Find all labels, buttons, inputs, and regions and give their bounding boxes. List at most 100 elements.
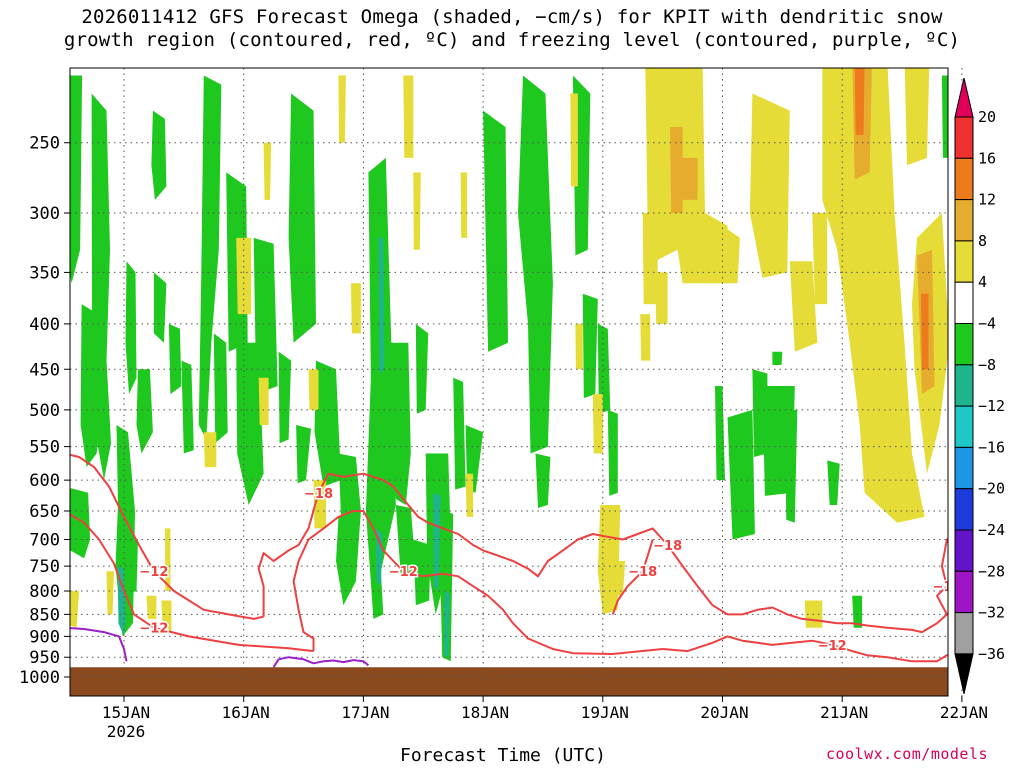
- omega-region-sink4-90: [882, 439, 893, 468]
- colorbar-label-0: 20: [978, 108, 996, 126]
- colorbar-label-12: −32: [978, 604, 1005, 622]
- y-tick-label-1000: 1000: [19, 668, 60, 688]
- omega-region-sink4-84: [749, 93, 790, 278]
- y-tick-label-950: 950: [29, 648, 60, 668]
- colorbar-label-4: 4: [978, 273, 987, 291]
- colorbar-swatch-8: [954, 405, 974, 448]
- grid-lines: [70, 68, 963, 696]
- omega-region-sink4-81: [645, 68, 666, 226]
- dgz-contour-label-7: −18: [628, 565, 657, 580]
- colorbar-swatch-4: [954, 240, 974, 283]
- colorbar-label-5: −4: [978, 315, 996, 333]
- omega-region-rise-4-1: [64, 319, 67, 361]
- colorbar-swatch-2: [954, 157, 974, 201]
- y-tick-label-700: 700: [29, 531, 60, 551]
- y-tick-label-400: 400: [29, 315, 60, 335]
- y-tick-label-500: 500: [29, 401, 60, 421]
- colorbar-top-triangle: [954, 77, 974, 118]
- omega-region-rise-4-20: [288, 93, 316, 343]
- y-tick-label-850: 850: [29, 605, 60, 625]
- dgz-contour-7: [611, 539, 654, 615]
- colorbar: 20 16 12 8 4 −4 −8 −12 −16 −20 −24 −28 −32 −36: [954, 77, 1005, 695]
- omega-region-rise-4-21: [296, 425, 311, 484]
- omega-region-rise-4-39: [518, 75, 553, 454]
- omega-region-sink4-59: [64, 261, 68, 304]
- colorbar-label-13: −36: [978, 645, 1005, 663]
- x-tick-sublabel-15JAN: 2026: [107, 722, 146, 741]
- omega-region-rise-4-11: [168, 323, 182, 395]
- y-tick-label-450: 450: [29, 360, 60, 380]
- omega-region-rise-8-35: [444, 591, 450, 658]
- x-tick-label-18JAN: 18JAN: [461, 703, 509, 722]
- omega-region-rise-4-18: [253, 237, 278, 395]
- omega-region-sink4-87: [822, 68, 925, 523]
- ground-fill: [70, 667, 948, 696]
- dgz-contour-4: [397, 492, 938, 634]
- omega-region-sink4-56: [106, 571, 114, 615]
- dgz-contour-6: [936, 538, 948, 625]
- omega-region-sink4-63: [258, 377, 269, 425]
- omega-region-sink4-86: [812, 213, 828, 305]
- omega-region-rise-4-40: [535, 453, 551, 508]
- colorbar-label-7: −12: [978, 397, 1005, 415]
- freezing-contour-1: [272, 656, 370, 668]
- colorbar-swatch-3: [954, 199, 974, 242]
- omega-region-rise-8-26: [378, 237, 385, 374]
- colorbar-label-11: −28: [978, 562, 1005, 580]
- colorbar-swatch-6: [954, 323, 974, 366]
- colorbar-swatch-1: [954, 116, 974, 159]
- colorbar-swatch-10: [954, 488, 974, 531]
- omega-region-rise-4-28: [390, 342, 411, 505]
- omega-region-sink4-83: [722, 225, 740, 284]
- omega-region-sink4-71: [460, 172, 468, 238]
- dgz-contour-0: [70, 453, 264, 620]
- omega-region-sink4-79: [640, 314, 651, 361]
- dgz-contour-label-0: −12: [139, 565, 168, 580]
- omega-region-sink4-55: [70, 591, 80, 628]
- omega-region-sink4-73: [570, 93, 578, 187]
- omega-region-rise-4-3: [70, 488, 91, 559]
- dgz-contour-label-4: −18: [653, 539, 682, 554]
- colorbar-swatch-5: [954, 281, 974, 325]
- colorbar-swatch-7: [954, 364, 974, 407]
- omega-region-sink4-75: [592, 394, 603, 454]
- omega-region-sink4-74: [575, 323, 583, 370]
- x-tick-label-22JAN: 22JAN: [940, 703, 988, 722]
- colorbar-swatch-11: [954, 529, 974, 572]
- dgz-contour-1: [70, 513, 314, 653]
- dgz-contour-label-3: −12: [389, 565, 418, 580]
- y-tick-label-250: 250: [29, 134, 60, 154]
- x-axis-label: Forecast Time (UTC): [400, 745, 606, 766]
- freezing-contour-0: [70, 627, 128, 662]
- omega-region-rise-4-19: [278, 351, 292, 444]
- omega-region-rise-4-52: [852, 595, 863, 628]
- x-tick-label-21JAN: 21JAN: [820, 703, 868, 722]
- omega-region-rise-4-24: [336, 511, 361, 606]
- y-tick-label-300: 300: [29, 204, 60, 224]
- colorbar-label-8: −16: [978, 438, 1005, 456]
- omega-region-sink4-82: [655, 272, 668, 324]
- contour-lines: −12 −12 −18 −12 −18 −12 −18 −18: [70, 453, 948, 668]
- omega-region-rise-4-29: [395, 505, 416, 577]
- colorbar-bottom-triangle: [954, 653, 974, 695]
- omega-region-sink4-58: [161, 600, 172, 633]
- y-tick-label-550: 550: [29, 438, 60, 458]
- omega-region-rise-8-6: [117, 566, 126, 635]
- colorbar-label-9: −20: [978, 480, 1005, 498]
- omega-region-rise-4-51: [827, 460, 840, 505]
- omega-region-sink12-97: [921, 293, 929, 370]
- omega-region-rise-4-25: [365, 157, 396, 619]
- credit-link[interactable]: coolwx.com/models: [826, 745, 989, 763]
- dgz-contour-label-2: −18: [304, 487, 333, 502]
- chart-title: 2026011412 GFS Forecast Omega (shaded, −…: [0, 6, 1024, 52]
- colorbar-swatch-13: [954, 612, 974, 655]
- y-tick-label-900: 900: [29, 627, 60, 647]
- omega-region-rise-4-15: [213, 333, 228, 444]
- omega-region-rise-4-45: [715, 386, 725, 481]
- colorbar-label-6: −8: [978, 356, 996, 374]
- dgz-contour-label-1: −12: [139, 622, 168, 637]
- dgz-contour-3: [292, 510, 663, 655]
- omega-region-sink4-61: [203, 432, 217, 468]
